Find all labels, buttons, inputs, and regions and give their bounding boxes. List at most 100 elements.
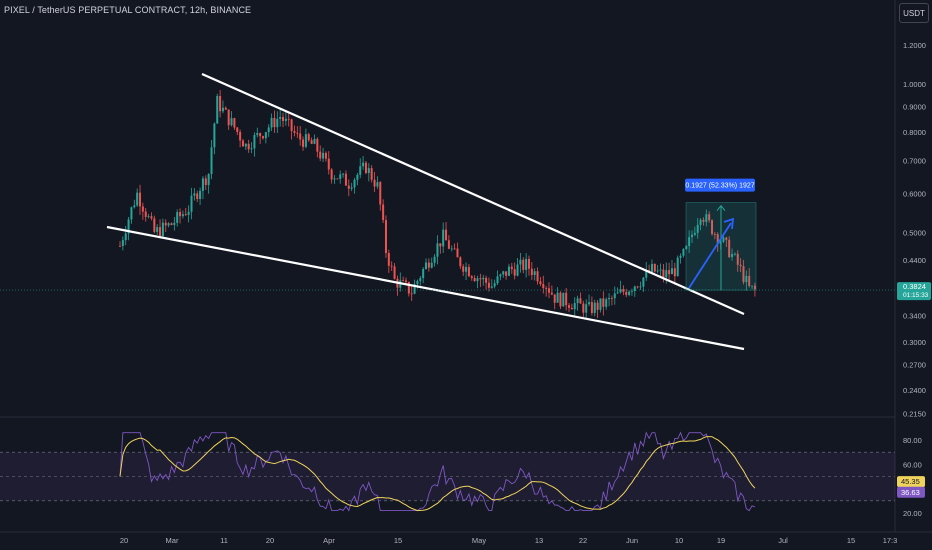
time-tick-label: 10	[675, 536, 683, 545]
candle-body	[530, 268, 533, 276]
candle-body	[642, 277, 645, 287]
candle-body	[565, 292, 568, 306]
candle-body	[270, 117, 273, 128]
candle-body	[736, 253, 739, 265]
rsi-ma-line	[119, 436, 756, 512]
candle-body	[608, 298, 611, 300]
candle-body	[287, 118, 290, 120]
candle-body	[379, 182, 382, 205]
candle-body	[487, 282, 490, 288]
candle-body	[705, 214, 708, 222]
candle-body	[679, 255, 682, 258]
candle-body	[153, 218, 156, 232]
candle-body	[711, 220, 714, 235]
candle-body	[596, 302, 599, 310]
candle-body	[353, 179, 356, 188]
candle-body	[253, 135, 256, 149]
candle-body	[482, 277, 485, 280]
candle-body	[184, 214, 187, 216]
candle-body	[527, 258, 530, 269]
price-tick-label: 1.0000	[903, 80, 926, 89]
candle-body	[613, 293, 616, 299]
candle-body	[176, 212, 179, 223]
candle-body	[256, 133, 259, 136]
candle-body	[579, 298, 582, 304]
time-tick-label: Jul	[778, 536, 788, 545]
price-tick-label: 0.7000	[903, 156, 926, 165]
candle-body	[630, 290, 633, 292]
candle-body	[450, 248, 453, 250]
candle-body	[739, 264, 742, 267]
candle-body	[490, 286, 493, 288]
candle-body	[290, 119, 293, 131]
candle-body	[533, 271, 536, 276]
candle-body	[548, 288, 550, 293]
candle-body	[570, 307, 573, 310]
candle-body	[130, 207, 133, 220]
price-tick-label: 0.2400	[903, 386, 926, 395]
candle-body	[413, 284, 416, 294]
candle-body	[296, 132, 299, 134]
candle-body	[745, 275, 748, 283]
candle-body	[336, 178, 339, 180]
rsi-ma-value: 45.35	[901, 477, 920, 486]
candle-body	[728, 239, 731, 258]
candle-body	[276, 118, 279, 128]
candle-body	[367, 168, 370, 173]
axes: 1.2000 1.0000 0.9000 0.8000 0.7000 0.6000 0.50…	[120, 41, 931, 545]
candle-body	[573, 303, 576, 310]
time-tick-label: 11	[220, 536, 228, 545]
lower-trendline	[106, 225, 745, 351]
candle-body	[453, 248, 456, 250]
rsi-tick-label: 80.00	[903, 436, 922, 445]
candle-body	[324, 152, 327, 159]
candle-body	[279, 116, 282, 119]
candle-body	[121, 240, 124, 247]
candle-body	[430, 262, 433, 268]
candle-body	[585, 304, 588, 313]
candle-body	[382, 204, 385, 221]
candle-body	[347, 185, 350, 189]
candle-body	[241, 140, 244, 147]
candle-body	[610, 298, 613, 299]
candle-body	[659, 269, 662, 271]
candle-body	[713, 234, 716, 235]
price-tick-label: 0.2700	[903, 361, 926, 370]
time-tick-label: 15	[847, 536, 855, 545]
candle-body	[393, 266, 396, 279]
candle-body	[691, 234, 693, 238]
candle-body	[525, 258, 528, 270]
candle-body	[264, 132, 267, 139]
candle-body	[127, 219, 130, 234]
candle-body	[682, 249, 685, 256]
candle-body	[716, 234, 719, 244]
candle-body	[539, 281, 542, 285]
candle-body	[619, 289, 622, 293]
rsi-ma-badge	[897, 476, 925, 488]
countdown-label: 01:15:33	[903, 292, 929, 299]
candle-body	[410, 293, 413, 295]
candle-body	[502, 271, 505, 275]
candle-body	[436, 243, 439, 257]
candle-body	[144, 211, 147, 217]
candle-body	[370, 168, 373, 180]
price-tick-label: 0.6000	[903, 190, 926, 199]
currency-button[interactable]: USDT	[899, 3, 929, 23]
candle-body	[322, 152, 325, 159]
candle-body	[622, 289, 625, 292]
candle-body	[216, 96, 219, 124]
candle-body	[293, 130, 296, 133]
measure-arrow-head	[716, 204, 726, 211]
last-price-badge	[897, 282, 931, 301]
time-tick-label: Apr	[323, 536, 335, 545]
candle-body	[402, 280, 405, 282]
candle-body	[405, 280, 407, 282]
candle-body	[731, 254, 734, 258]
candle-body	[467, 266, 470, 277]
candle-body	[650, 263, 653, 273]
candle-body	[699, 219, 702, 225]
candle-body	[299, 133, 302, 140]
candle-body	[559, 292, 562, 307]
price-tick-label: 1.2000	[903, 41, 926, 50]
